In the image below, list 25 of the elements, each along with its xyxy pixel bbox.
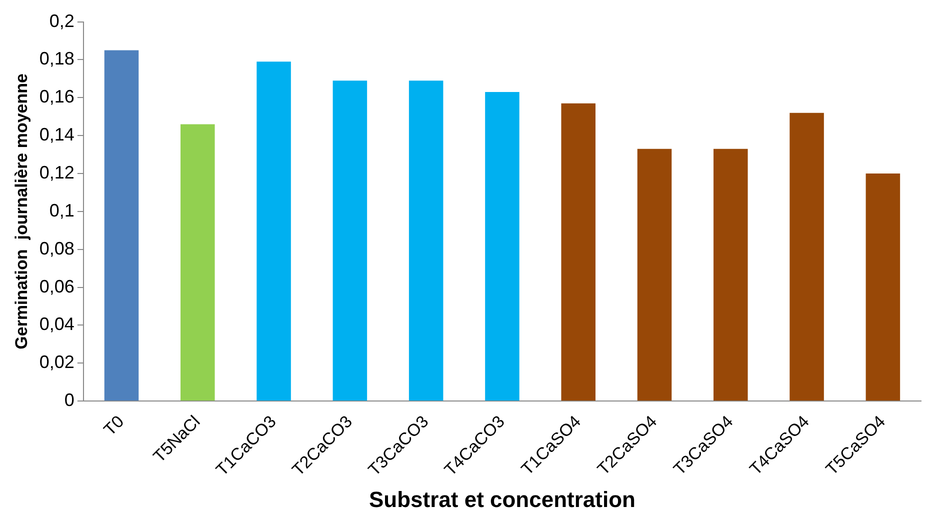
bar (485, 92, 520, 401)
y-tick-label: 0,02 (39, 352, 74, 372)
bar (561, 103, 596, 401)
y-tick-label: 0 (64, 390, 74, 410)
y-tick-label: 0,12 (39, 162, 74, 182)
y-tick-label: 0,14 (39, 124, 74, 145)
y-tick-label: 0,16 (39, 86, 74, 107)
bar (637, 148, 672, 401)
y-tick-label: 0,04 (39, 314, 74, 334)
y-tick-label: 0,2 (49, 10, 74, 31)
y-tick-label: 0,18 (39, 48, 74, 69)
bar (790, 112, 824, 401)
y-tick-label: 0,1 (49, 200, 74, 220)
x-tick-label: T0 (100, 412, 128, 440)
bar (256, 62, 291, 401)
x-axis-title: Substrat et concentration (368, 486, 636, 512)
y-tick-label: 0,06 (39, 276, 74, 296)
y-axis-title: Germination journalière moyenne (12, 74, 31, 350)
bar (866, 174, 900, 401)
bar (104, 50, 139, 401)
bar (180, 124, 215, 401)
bar (714, 148, 748, 401)
y-tick-label: 0,08 (39, 238, 74, 258)
bar (332, 80, 368, 401)
bar (408, 80, 444, 401)
